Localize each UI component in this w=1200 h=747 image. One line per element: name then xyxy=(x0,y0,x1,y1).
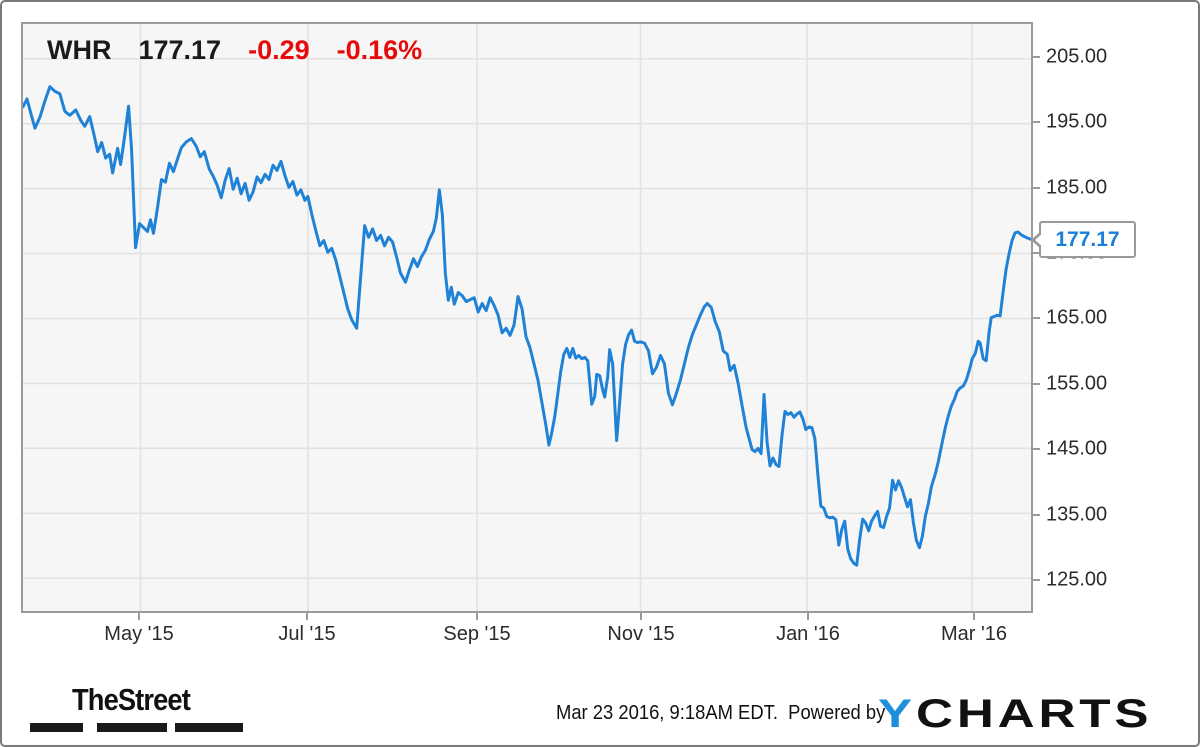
price-line-chart xyxy=(23,24,1031,611)
y-axis-label: 125.00 xyxy=(1046,568,1107,591)
thestreet-logo-bar xyxy=(97,723,167,732)
y-axis-label: 145.00 xyxy=(1046,438,1107,461)
y-axis-tick xyxy=(1033,317,1040,319)
x-axis-label: Mar '16 xyxy=(941,623,1007,646)
y-axis-tick xyxy=(1033,514,1040,516)
x-axis-tick xyxy=(138,613,140,620)
x-axis-tick xyxy=(640,613,642,620)
ycharts-logo-charts: CHARTS xyxy=(916,692,1152,736)
stock-chart-page: WHR 177.17 -0.29 -0.16% 205.00 195.00 185.… xyxy=(0,0,1200,747)
thestreet-logo-text: TheStreet xyxy=(72,682,190,718)
last-price-callout: 177.17 xyxy=(1039,221,1136,258)
last-price-callout-value: 177.17 xyxy=(1055,228,1119,252)
ticker-symbol: WHR xyxy=(47,33,111,67)
y-axis-tick xyxy=(1033,187,1040,189)
y-axis-label: 135.00 xyxy=(1046,503,1107,526)
y-axis-label: 205.00 xyxy=(1046,45,1107,68)
price-change-percent: -0.16% xyxy=(337,33,423,67)
ycharts-logo: YCHARTS xyxy=(878,692,1152,737)
x-axis-label: May '15 xyxy=(104,623,173,646)
last-price: 177.17 xyxy=(138,33,221,67)
y-axis-tick xyxy=(1033,383,1040,385)
x-axis-tick xyxy=(476,613,478,620)
y-axis-tick xyxy=(1033,448,1040,450)
quote-header: WHR 177.17 -0.29 -0.16% xyxy=(47,33,422,67)
chart-plot-area: WHR 177.17 -0.29 -0.16% xyxy=(21,22,1033,613)
y-axis-tick xyxy=(1033,56,1040,58)
price-line xyxy=(23,87,1031,566)
y-axis-label: 155.00 xyxy=(1046,372,1107,395)
ycharts-logo-y: Y xyxy=(878,692,916,736)
x-axis-tick xyxy=(973,613,975,620)
timestamp-text: Mar 23 2016, 9:18AM EDT. xyxy=(556,702,778,724)
x-axis-tick xyxy=(807,613,809,620)
y-axis-label: 185.00 xyxy=(1046,176,1107,199)
x-axis-label: Jul '15 xyxy=(278,623,335,646)
y-axis-tick xyxy=(1033,121,1040,123)
thestreet-logo-bar xyxy=(175,723,243,732)
price-change: -0.29 xyxy=(248,33,310,67)
thestreet-logo-bar xyxy=(30,723,83,732)
x-axis-label: Jan '16 xyxy=(776,623,840,646)
y-axis-label: 165.00 xyxy=(1046,307,1107,330)
x-axis-tick xyxy=(306,613,308,620)
x-axis-label: Sep '15 xyxy=(443,623,510,646)
powered-by-text: Powered by xyxy=(788,702,885,724)
chart-timestamp: Mar 23 2016, 9:18AM EDT. Powered by xyxy=(556,702,885,725)
y-axis-label: 195.00 xyxy=(1046,111,1107,134)
y-axis-tick xyxy=(1033,579,1040,581)
x-axis-label: Nov '15 xyxy=(607,623,674,646)
